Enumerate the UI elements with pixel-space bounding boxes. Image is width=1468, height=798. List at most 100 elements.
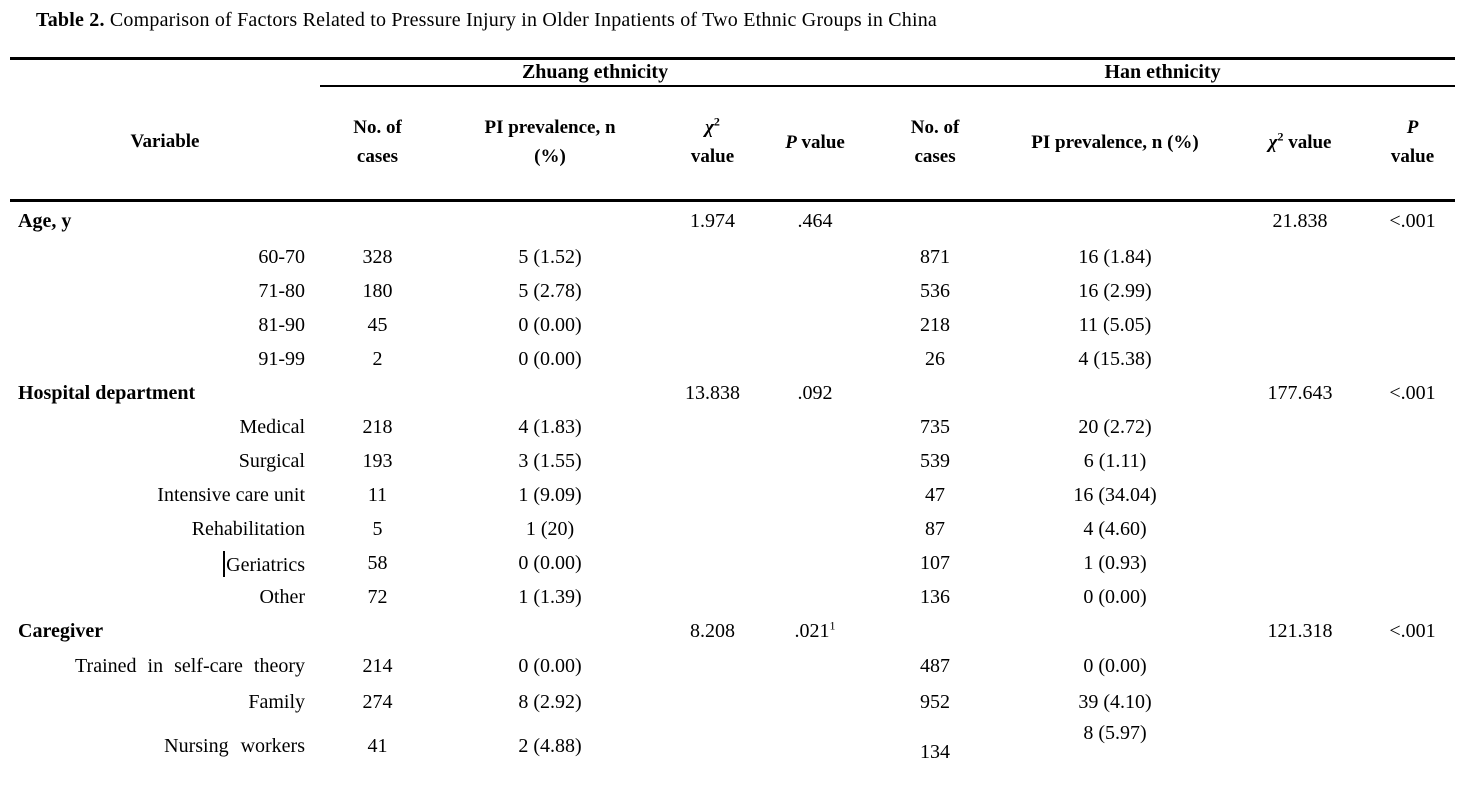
cell-zhuang-p xyxy=(760,513,870,547)
cell-han-p xyxy=(1370,343,1455,377)
table-row-surgical: Surgical 193 3 (1.55) 539 6 (1.11) xyxy=(10,445,1455,479)
cell-han-pi xyxy=(1000,201,1230,241)
cell-zhuang-p xyxy=(760,649,870,685)
table-row-71-80: 71-80 180 5 (2.78) 536 16 (2.99) xyxy=(10,275,1455,309)
cell-zhuang-pi: 0 (0.00) xyxy=(518,552,582,574)
row-label: 91-99 xyxy=(258,348,305,370)
cell-han-chi xyxy=(1230,547,1370,581)
column-header-row: Variable No. of cases PI prevalence, n (%)… xyxy=(10,85,1456,202)
header-zhuang-chi-word: value xyxy=(690,145,735,167)
header-han-chi: χ2 value xyxy=(1230,85,1371,202)
p-value-text: .021 xyxy=(794,620,830,642)
cell-han-p: <.001 xyxy=(1389,209,1436,232)
p-symbol: P xyxy=(1406,117,1419,139)
cell-zhuang-p xyxy=(760,241,870,275)
table-caption-text: Comparison of Factors Related to Pressur… xyxy=(109,9,938,31)
cell-zhuang-p xyxy=(760,411,870,445)
row-label: Caregiver xyxy=(18,620,104,642)
cell-zhuang-pi: 0 (0.00) xyxy=(518,314,582,336)
cell-han-chi: 177.643 xyxy=(1267,382,1333,404)
cell-zhuang-pi: 0 (0.00) xyxy=(518,348,582,370)
cell-han-p: <.001 xyxy=(1389,382,1436,404)
cell-han-p xyxy=(1370,309,1455,343)
table-row-medical: Medical 218 4 (1.83) 735 20 (2.72) xyxy=(10,411,1455,445)
table-row-geriatrics: Geriatrics 58 0 (0.00) 107 1 (0.93) xyxy=(10,547,1455,581)
chi-symbol: χ xyxy=(705,117,714,139)
cell-zhuang-p xyxy=(760,547,870,581)
cell-zhuang-cases: 218 xyxy=(362,416,393,438)
table-row-caregiver: Caregiver 8.208 .0211 121.318 <.001 xyxy=(10,615,1455,649)
cell-han-p xyxy=(1370,547,1455,581)
row-label: Geriatrics xyxy=(10,547,320,581)
cell-han-pi: 16 (34.04) xyxy=(1073,484,1157,506)
p-symbol: P xyxy=(785,131,797,153)
cell-zhuang-cases xyxy=(320,377,435,411)
cell-zhuang-p xyxy=(760,581,870,615)
cell-han-chi xyxy=(1230,685,1370,721)
han-cases-text: 134 xyxy=(920,741,951,763)
cell-zhuang-p: .464 xyxy=(797,209,833,232)
cell-zhuang-pi: 3 (1.55) xyxy=(518,450,582,472)
row-label: Hospital department xyxy=(18,382,196,404)
cell-zhuang-chi xyxy=(665,513,760,547)
cell-zhuang-p xyxy=(760,685,870,721)
cell-han-p xyxy=(1370,581,1455,615)
cell-zhuang-cases: 2 xyxy=(372,348,383,370)
table-row-trained-in-self-care-theory: Trained in self-care theory 214 0 (0.00)… xyxy=(10,649,1455,685)
header-zhuang-cases-line2: cases xyxy=(356,145,399,167)
cell-han-p xyxy=(1370,513,1455,547)
text-cursor-caret xyxy=(223,550,226,577)
cell-zhuang-chi xyxy=(665,445,760,479)
cell-han-cases: 134 xyxy=(870,721,1000,773)
cell-zhuang-cases: 5 xyxy=(372,518,383,540)
cell-han-cases: 107 xyxy=(920,552,951,574)
cell-han-p: <.001 xyxy=(1389,620,1436,642)
comparison-table: Zhuang ethnicity Han ethnicity Variable … xyxy=(10,57,1456,773)
cell-han-p xyxy=(1370,649,1455,685)
cell-zhuang-chi xyxy=(665,309,760,343)
cell-han-cases: 487 xyxy=(920,655,951,677)
cell-han-pi: 39 (4.10) xyxy=(1078,691,1152,713)
cell-zhuang-pi: 0 (0.00) xyxy=(518,655,582,677)
cell-han-cases: 735 xyxy=(920,416,951,438)
cell-zhuang-p xyxy=(760,445,870,479)
cell-zhuang-cases: 45 xyxy=(367,314,388,336)
cell-han-p xyxy=(1370,241,1455,275)
header-variable: Variable xyxy=(10,85,320,202)
cell-han-chi xyxy=(1230,581,1370,615)
header-zhuang-pi-line2: (%) xyxy=(534,145,566,167)
cell-zhuang-cases: 328 xyxy=(362,246,393,268)
cell-zhuang-cases: 274 xyxy=(362,691,393,713)
header-zhuang-p: P value xyxy=(760,85,871,202)
cell-han-pi: 11 (5.05) xyxy=(1078,314,1152,336)
cell-han-pi: 4 (4.60) xyxy=(1083,518,1147,540)
table-row-age: Age, y 1.974 .464 21.838 <.001 xyxy=(10,201,1455,241)
row-label: Rehabilitation xyxy=(191,518,305,540)
cell-zhuang-pi xyxy=(435,615,665,649)
table-row-intensive-care-unit: Intensive care unit 11 1 (9.09) 47 16 (3… xyxy=(10,479,1455,513)
cell-zhuang-chi: 1.974 xyxy=(690,209,735,232)
table-row-91-99: 91-99 2 0 (0.00) 26 4 (15.38) xyxy=(10,343,1455,377)
cell-zhuang-p: .092 xyxy=(797,382,833,404)
cell-han-pi: 8 (5.97) xyxy=(1000,721,1230,773)
table-caption-label: Table 2. xyxy=(36,9,105,31)
row-label: Intensive care unit xyxy=(157,484,305,506)
cell-han-pi: 6 (1.11) xyxy=(1083,450,1147,472)
table-caption: Table 2. Comparison of Factors Related t… xyxy=(36,9,937,32)
table-row-family: Family 274 8 (2.92) 952 39 (4.10) xyxy=(10,685,1455,721)
cell-zhuang-cases: 193 xyxy=(362,450,393,472)
cell-han-pi: 20 (2.72) xyxy=(1078,416,1152,438)
cell-zhuang-pi: 2 (4.88) xyxy=(518,735,582,757)
header-han-chi-word: value xyxy=(1288,131,1332,153)
cell-zhuang-chi xyxy=(665,685,760,721)
row-label: Age, y xyxy=(18,209,72,232)
cell-han-chi xyxy=(1230,411,1370,445)
cell-zhuang-pi xyxy=(435,377,665,411)
cell-han-pi: 0 (0.00) xyxy=(1083,586,1147,608)
cell-han-cases: 87 xyxy=(925,518,946,540)
cell-han-p xyxy=(1370,275,1455,309)
cell-zhuang-pi xyxy=(435,201,665,241)
cell-han-pi: 4 (15.38) xyxy=(1078,348,1152,370)
cell-han-cases: 536 xyxy=(920,280,951,302)
